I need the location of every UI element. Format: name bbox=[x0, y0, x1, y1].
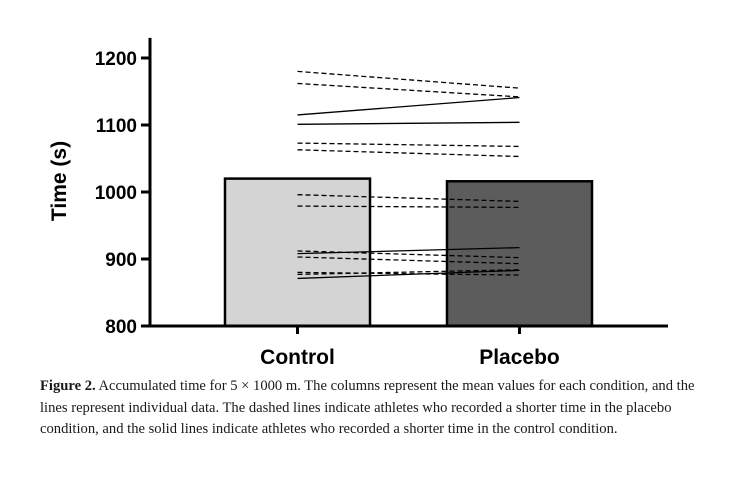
individual-line-6 bbox=[297, 149, 520, 158]
y-tick-label-1000: 1000 bbox=[95, 183, 137, 204]
individual-line-7 bbox=[297, 194, 520, 203]
caption-text: Accumulated time for 5 × 1000 m. The col… bbox=[40, 378, 695, 437]
x-label-placebo: Placebo bbox=[479, 346, 560, 369]
y-tick-label-800: 800 bbox=[105, 317, 137, 338]
y-tick-label-1100: 1100 bbox=[96, 116, 137, 137]
y-tick-label-900: 900 bbox=[105, 250, 137, 271]
individual-line-1 bbox=[297, 70, 520, 89]
axes-group bbox=[148, 37, 668, 328]
y-tick-label-1200: 1200 bbox=[95, 49, 137, 70]
y-axis-title: Time (s) bbox=[48, 141, 71, 221]
individual-line-12 bbox=[297, 271, 520, 276]
individual-line-13 bbox=[297, 269, 520, 276]
individual-line-10 bbox=[297, 246, 520, 255]
x-labels-group: Control Placebo bbox=[260, 326, 560, 369]
individual-line-5 bbox=[297, 142, 520, 148]
individual-line-9 bbox=[297, 250, 520, 259]
individual-line-8 bbox=[297, 205, 520, 209]
figure-label: Figure 2. bbox=[40, 378, 96, 394]
individual-line-14 bbox=[297, 269, 520, 280]
individual-line-4 bbox=[297, 121, 520, 125]
bars-group bbox=[223, 177, 594, 328]
bar-chart: 800 900 1000 1100 1200 Control Placebo Time (… bbox=[48, 37, 668, 369]
individual-line-2 bbox=[297, 82, 520, 98]
figure-caption: Figure 2. Accumulated time for 5 × 1000 … bbox=[40, 376, 706, 441]
y-ticks-group: 800 900 1000 1100 1200 bbox=[95, 49, 150, 338]
x-label-control: Control bbox=[260, 346, 335, 369]
individual-lines-group bbox=[297, 70, 520, 280]
individual-line-11 bbox=[297, 256, 520, 265]
bar-placebo bbox=[445, 180, 594, 328]
individual-line-3 bbox=[297, 96, 520, 116]
